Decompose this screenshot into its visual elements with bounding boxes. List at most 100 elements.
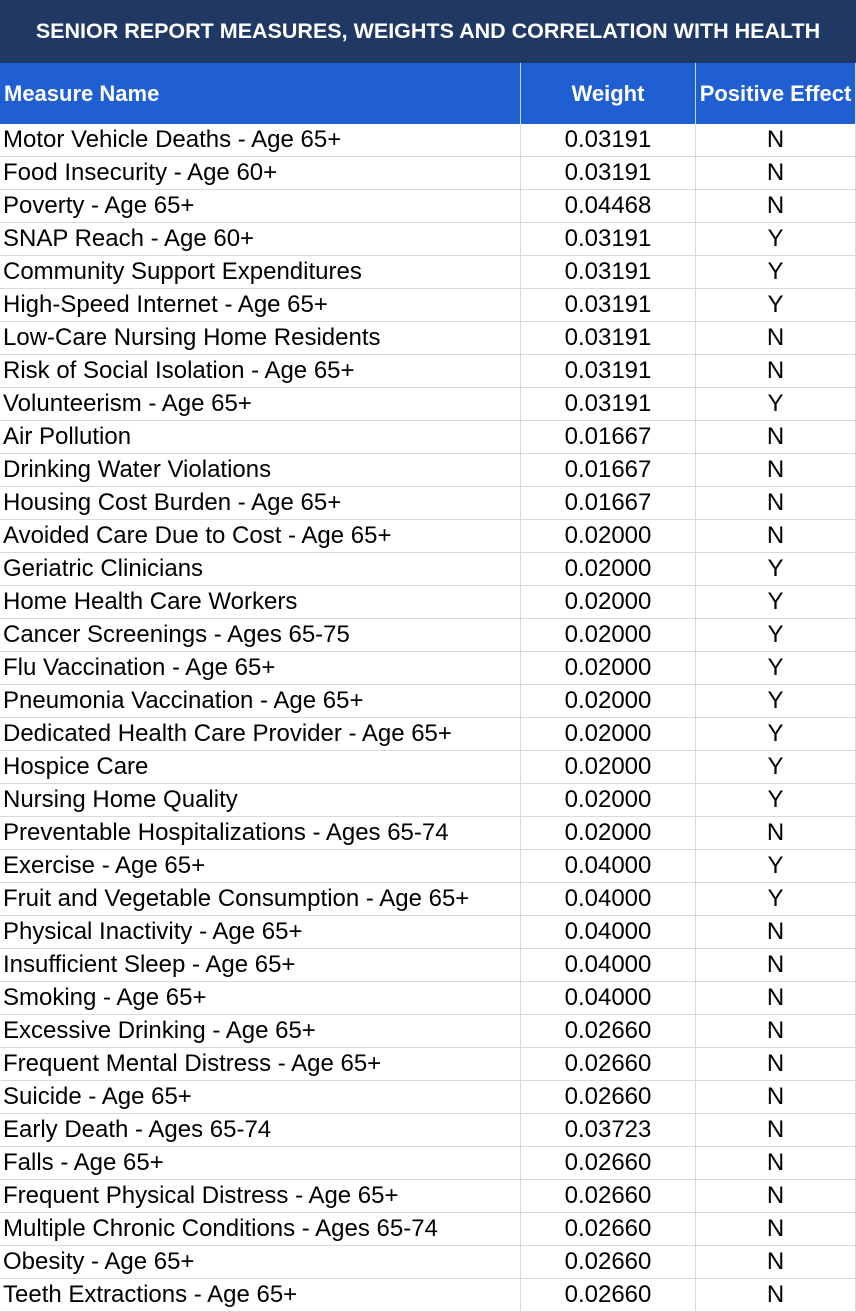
weight: 0.02000: [521, 784, 696, 817]
weight: 0.01667: [521, 454, 696, 487]
measure-name: Air Pollution: [0, 421, 521, 454]
measure-name: Housing Cost Burden - Age 65+: [0, 487, 521, 520]
positive-effect: N: [696, 190, 856, 223]
measure-name: Risk of Social Isolation - Age 65+: [0, 355, 521, 388]
positive-effect: N: [696, 520, 856, 553]
weight: 0.04000: [521, 949, 696, 982]
positive-effect: Y: [696, 289, 856, 322]
positive-effect: Y: [696, 388, 856, 421]
weight: 0.02660: [521, 1180, 696, 1213]
weight: 0.04000: [521, 850, 696, 883]
positive-effect: Y: [696, 586, 856, 619]
weight: 0.02000: [521, 619, 696, 652]
weight: 0.02000: [521, 751, 696, 784]
positive-effect: N: [696, 355, 856, 388]
measure-name: Insufficient Sleep - Age 65+: [0, 949, 521, 982]
weight: 0.02000: [521, 652, 696, 685]
weight: 0.02660: [521, 1015, 696, 1048]
weight: 0.03191: [521, 322, 696, 355]
weight: 0.04000: [521, 883, 696, 916]
weight: 0.01667: [521, 487, 696, 520]
weight: 0.03191: [521, 223, 696, 256]
weight: 0.03723: [521, 1114, 696, 1147]
positive-effect: N: [696, 124, 856, 157]
positive-effect: N: [696, 1246, 856, 1279]
positive-effect: N: [696, 982, 856, 1015]
weight: 0.02660: [521, 1081, 696, 1114]
measure-name: Frequent Physical Distress - Age 65+: [0, 1180, 521, 1213]
positive-effect: N: [696, 487, 856, 520]
measure-name: Falls - Age 65+: [0, 1147, 521, 1180]
weight: 0.03191: [521, 388, 696, 421]
weight: 0.04468: [521, 190, 696, 223]
weight: 0.03191: [521, 355, 696, 388]
positive-effect: Y: [696, 883, 856, 916]
measure-name: Physical Inactivity - Age 65+: [0, 916, 521, 949]
positive-effect: N: [696, 949, 856, 982]
weight: 0.02000: [521, 817, 696, 850]
positive-effect: N: [696, 421, 856, 454]
positive-effect: N: [696, 817, 856, 850]
measure-name: Food Insecurity - Age 60+: [0, 157, 521, 190]
positive-effect: N: [696, 157, 856, 190]
weight: 0.02660: [521, 1213, 696, 1246]
positive-effect: Y: [696, 850, 856, 883]
measure-name: Low-Care Nursing Home Residents: [0, 322, 521, 355]
weight: 0.02000: [521, 586, 696, 619]
positive-effect: Y: [696, 685, 856, 718]
measure-name: Flu Vaccination - Age 65+: [0, 652, 521, 685]
measure-name: Exercise - Age 65+: [0, 850, 521, 883]
measure-name: Cancer Screenings - Ages 65-75: [0, 619, 521, 652]
positive-effect: N: [696, 454, 856, 487]
positive-effect: Y: [696, 751, 856, 784]
measure-name: Preventable Hospitalizations - Ages 65-7…: [0, 817, 521, 850]
measure-name: Volunteerism - Age 65+: [0, 388, 521, 421]
positive-effect: N: [696, 322, 856, 355]
weight: 0.02660: [521, 1279, 696, 1312]
measure-name: Avoided Care Due to Cost - Age 65+: [0, 520, 521, 553]
measure-name: Home Health Care Workers: [0, 586, 521, 619]
measure-name: High-Speed Internet - Age 65+: [0, 289, 521, 322]
weight: 0.02000: [521, 520, 696, 553]
report-title: SENIOR REPORT MEASURES, WEIGHTS AND CORR…: [0, 0, 856, 63]
positive-effect: N: [696, 1180, 856, 1213]
column-header: Measure Name: [0, 63, 521, 124]
measure-name: Multiple Chronic Conditions - Ages 65-74: [0, 1213, 521, 1246]
weight: 0.02660: [521, 1048, 696, 1081]
measure-name: Smoking - Age 65+: [0, 982, 521, 1015]
weight: 0.04000: [521, 916, 696, 949]
positive-effect: N: [696, 1048, 856, 1081]
measure-name: Community Support Expenditures: [0, 256, 521, 289]
column-header: Positive Effect: [696, 63, 856, 124]
weight: 0.03191: [521, 124, 696, 157]
measure-name: Dedicated Health Care Provider - Age 65+: [0, 718, 521, 751]
weight: 0.03191: [521, 157, 696, 190]
positive-effect: N: [696, 1147, 856, 1180]
measure-name: Teeth Extractions - Age 65+: [0, 1279, 521, 1312]
measure-name: Fruit and Vegetable Consumption - Age 65…: [0, 883, 521, 916]
measure-name: Obesity - Age 65+: [0, 1246, 521, 1279]
measure-name: Excessive Drinking - Age 65+: [0, 1015, 521, 1048]
measure-name: Hospice Care: [0, 751, 521, 784]
weight: 0.02000: [521, 553, 696, 586]
measure-name: Nursing Home Quality: [0, 784, 521, 817]
weight: 0.02660: [521, 1147, 696, 1180]
weight: 0.02000: [521, 685, 696, 718]
positive-effect: N: [696, 1015, 856, 1048]
measure-name: Geriatric Clinicians: [0, 553, 521, 586]
positive-effect: Y: [696, 784, 856, 817]
column-header: Weight: [521, 63, 696, 124]
weight: 0.04000: [521, 982, 696, 1015]
measure-name: Early Death - Ages 65-74: [0, 1114, 521, 1147]
weight: 0.02000: [521, 718, 696, 751]
weight: 0.01667: [521, 421, 696, 454]
positive-effect: Y: [696, 553, 856, 586]
measure-name: SNAP Reach - Age 60+: [0, 223, 521, 256]
measure-name: Frequent Mental Distress - Age 65+: [0, 1048, 521, 1081]
positive-effect: Y: [696, 223, 856, 256]
positive-effect: N: [696, 1114, 856, 1147]
positive-effect: N: [696, 1279, 856, 1312]
measure-name: Poverty - Age 65+: [0, 190, 521, 223]
measure-name: Drinking Water Violations: [0, 454, 521, 487]
